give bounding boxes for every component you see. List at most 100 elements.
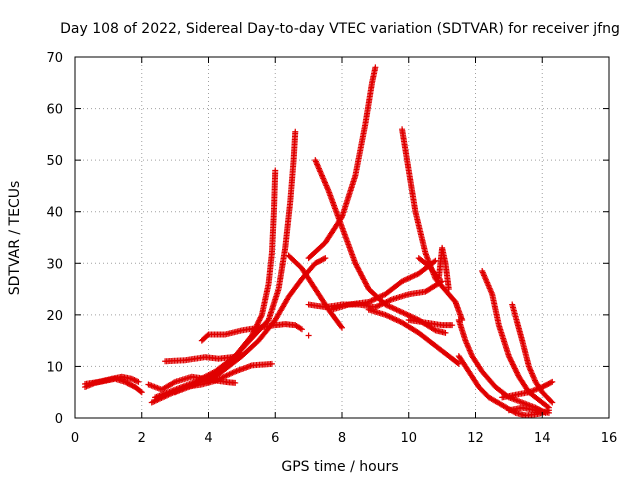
data-point — [389, 304, 396, 311]
data-point — [376, 302, 383, 309]
data-point — [379, 292, 386, 299]
data-point — [408, 273, 415, 280]
data-point — [387, 304, 394, 311]
x-tick-label: 6 — [271, 431, 279, 446]
data-point — [256, 315, 263, 322]
data-point — [510, 362, 517, 369]
data-point — [372, 64, 379, 71]
data-point — [386, 313, 393, 320]
data-point — [545, 404, 552, 411]
x-tick-label: 14 — [534, 431, 551, 446]
data-point — [509, 359, 516, 366]
data-point — [132, 377, 139, 384]
data-point — [131, 377, 138, 384]
data-point — [253, 322, 260, 329]
data-point — [367, 298, 374, 305]
data-point — [513, 368, 520, 375]
data-point — [401, 310, 408, 317]
data-point — [170, 379, 177, 386]
y-tick-label: 50 — [46, 154, 63, 169]
data-point — [258, 313, 265, 320]
data-point — [322, 255, 329, 262]
data-point — [202, 375, 209, 382]
data-point — [406, 275, 413, 282]
data-point — [372, 304, 379, 311]
data-point — [386, 303, 393, 310]
y-tick-label: 30 — [46, 257, 63, 272]
y-tick-label: 20 — [46, 309, 63, 324]
data-point — [431, 258, 438, 265]
data-point — [255, 318, 262, 325]
data-point — [148, 399, 155, 406]
data-point — [394, 307, 401, 314]
y-tick-label: 0 — [55, 412, 63, 427]
data-point — [454, 359, 461, 366]
data-point — [382, 311, 389, 318]
data-point — [390, 315, 397, 322]
data-point — [432, 257, 439, 264]
data-point — [394, 317, 401, 324]
data-point — [256, 317, 263, 324]
y-tick-label: 10 — [46, 360, 63, 375]
data-point — [150, 398, 157, 405]
data-point — [252, 325, 259, 332]
data-point — [507, 357, 514, 364]
data-point — [549, 399, 556, 406]
data-point — [393, 306, 400, 313]
data-point — [193, 380, 200, 387]
data-point — [403, 276, 410, 283]
data-point — [373, 303, 380, 310]
data-point — [508, 358, 515, 365]
axis-ticks — [74, 56, 610, 419]
data-point — [200, 377, 207, 384]
data-point — [130, 376, 137, 383]
data-point — [372, 295, 379, 302]
data-point — [254, 321, 261, 328]
data-point — [399, 278, 406, 285]
data-point — [134, 378, 141, 385]
data-point — [410, 273, 417, 280]
data-point — [393, 317, 400, 324]
data-point — [549, 378, 556, 385]
data-point — [545, 409, 552, 416]
data-point — [507, 355, 514, 362]
data-point — [411, 272, 418, 279]
data-point — [449, 322, 456, 329]
data-point — [138, 389, 145, 396]
data-point — [511, 364, 518, 371]
x-tick-label: 8 — [338, 431, 346, 446]
x-tick-label: 10 — [400, 431, 417, 446]
data-point — [389, 315, 396, 322]
data-point — [513, 369, 520, 376]
data-point — [404, 275, 411, 282]
data-point — [412, 271, 419, 278]
y-tick-label: 70 — [46, 51, 63, 66]
grid — [75, 57, 609, 418]
data-point — [506, 354, 513, 361]
data-point — [442, 329, 449, 336]
data-point — [198, 378, 205, 385]
data-point — [385, 313, 392, 320]
x-tick-label: 12 — [467, 431, 484, 446]
data-point — [404, 311, 411, 318]
data-point — [509, 361, 516, 368]
y-tick-label: 60 — [46, 103, 63, 118]
data-point — [375, 294, 382, 301]
data-point — [396, 318, 403, 325]
data-point — [204, 332, 211, 339]
data-point — [392, 316, 399, 323]
data-point — [383, 312, 390, 319]
data-point — [387, 314, 394, 321]
data-point — [135, 378, 142, 385]
data-point — [305, 332, 312, 339]
data-point — [455, 360, 462, 367]
x-tick-label: 0 — [71, 431, 79, 446]
data-point — [201, 376, 208, 383]
data-point — [387, 297, 394, 304]
data-point — [365, 298, 372, 305]
data-point — [194, 380, 201, 387]
data-point — [257, 314, 264, 321]
data-point — [505, 353, 512, 360]
data-point — [374, 295, 381, 302]
data-point — [338, 323, 345, 330]
